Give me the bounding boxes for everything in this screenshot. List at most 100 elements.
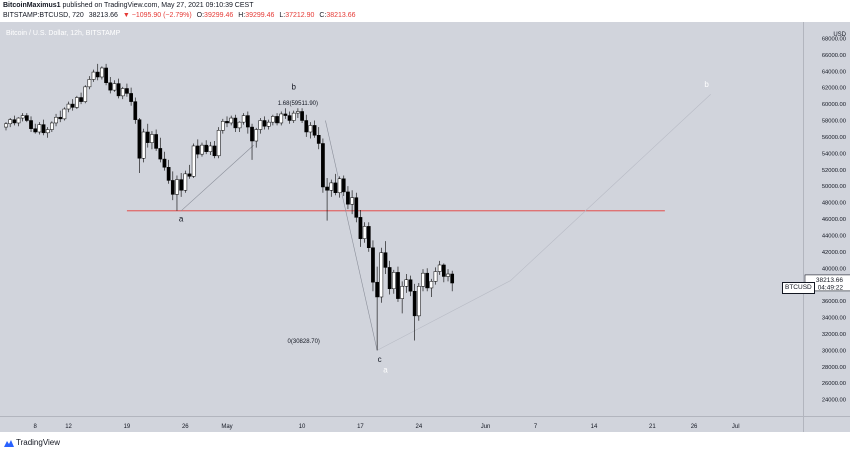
y-tick-label-0: 24000.00 [822,398,846,404]
projection-line-1 [510,94,711,281]
candle-body-34 [145,131,150,143]
candle-body-96 [404,279,409,287]
low-value: 37212.90 [285,12,315,19]
candle-body-28 [120,88,125,97]
candle-body-55 [233,117,238,129]
y-tick-label-10: 44000.00 [822,233,846,239]
open-value: 39299.46 [204,12,234,19]
y-tick-label-9: 42000.00 [822,250,846,256]
candle-body-4 [20,115,25,119]
candle-body-10 [45,129,50,134]
y-tick-label-22: 68000.00 [822,36,846,42]
candle-body-17 [75,97,79,108]
candle-body-100 [421,272,425,287]
price-axis[interactable]: USD 24000.00 26000.00 28000.00 30000.00 3200… [803,22,850,416]
candle-body-93 [391,272,396,290]
time-axis-labels: 8 12 19 26 May 10 17 24 Jun 7 14 21 26 Jul [34,424,740,430]
candle-body-31 [133,101,138,120]
x-tick-label-4: May [221,424,232,430]
x-tick-label-0: 8 [34,424,38,430]
candle-body-99 [416,286,421,317]
candle-body-27 [116,83,121,97]
time-axis[interactable]: 8 12 19 26 May 10 17 24 Jun 7 14 21 26 Jul [0,416,803,432]
y-tick-label-20: 64000.00 [822,69,846,75]
y-tick-label-3: 30000.00 [822,348,846,354]
candle-body-43 [183,173,188,191]
y-tick-label-5: 34000.00 [822,316,846,322]
candle-body-33 [141,131,146,159]
chart-watermark: Bitcoin / U.S. Dollar, 12h, BITSTAMP [6,30,121,37]
candle-body-98 [412,290,417,317]
candle-body-7 [33,128,38,133]
candle-body-11 [50,122,54,130]
candle-body-103 [433,271,438,282]
y-tick-label-17: 58000.00 [822,119,846,125]
candle-body-80 [337,178,342,193]
y-tick-label-12: 48000.00 [822,201,846,207]
high-value: 39299.46 [245,12,275,19]
candle-body-40 [170,180,175,195]
candle-body-13 [58,116,63,120]
y-tick-label-8: 40000.00 [822,266,846,272]
candle-body-62 [262,120,267,127]
candle-body-105 [442,264,446,277]
candle-body-24 [104,67,108,83]
candle-body-6 [29,120,33,129]
candle-body-21 [91,71,96,80]
candle-body-57 [241,115,246,123]
candle-body-54 [229,117,234,124]
candle-body-102 [429,281,434,289]
candle-body-30 [129,93,133,102]
candle-body-37 [158,148,163,160]
candle-body-9 [41,124,46,134]
candle-body-78 [329,182,334,191]
candlestick-chart: Bitcoin / U.S. Dollar, 12h, BITSTAMP a b 1… [4,30,711,374]
candle-body-72 [304,120,309,133]
candle-body-47 [200,144,204,155]
candle-body-101 [425,272,430,289]
fib-line-1 [325,120,378,351]
x-ticks: 8 12 19 26 May 10 17 24 Jun 7 14 21 26 Jul [34,424,740,430]
y-tick-label-2: 28000.00 [822,365,846,371]
candle-body-89 [375,281,379,298]
x-tick-label-10: 14 [591,424,598,430]
chart-plot-area[interactable]: Bitcoin / U.S. Dollar, 12h, BITSTAMP a b 1… [0,22,803,416]
y-tick-label-14: 52000.00 [822,168,846,174]
candle-body-45 [191,145,196,177]
candle-body-60 [254,129,259,142]
publish-info: published on TradingView.com, May 27, 20… [62,2,254,9]
candle-body-32 [137,119,142,159]
candle-body-77 [325,186,329,191]
candle-body-3 [16,117,21,124]
candle-body-56 [237,121,242,129]
y-tick-label-19: 62000.00 [822,86,846,92]
author-name[interactable]: BitcoinMaximus1 [3,2,61,9]
candle-body-95 [400,286,404,299]
tradingview-logo[interactable]: TradingView [4,438,60,447]
candle-body-16 [70,103,75,108]
wave-label-4: c [378,355,382,364]
projection-line-0 [376,280,511,351]
candle-body-29 [125,88,129,94]
candle-body-67 [283,113,288,116]
candle-body-52 [220,121,225,131]
price-tag-countdown: 04:49:22 [818,284,844,291]
candle-body-23 [100,67,104,78]
drawings-layer [126,94,711,351]
wave-label-1: b [292,82,297,91]
x-tick-label-2: 19 [124,424,131,430]
candle-body-51 [216,130,221,157]
candle-body-73 [308,125,313,133]
y-tick-label-13: 50000.00 [822,184,846,190]
y-tick-label-1: 26000.00 [822,381,846,387]
y-tick-label-16: 56000.00 [822,135,846,141]
candle-body-88 [371,247,375,283]
candle-body-85 [358,217,363,239]
chart-header: BitcoinMaximus1 published on TradingView… [0,0,850,22]
candle-body-39 [166,167,171,181]
candle-body-38 [162,158,167,168]
candles-layer [4,63,455,351]
candle-body-49 [208,145,213,152]
y-ticks: 24000.00 26000.00 28000.00 30000.00 32000.00… [822,36,846,403]
close-label: C: [319,12,327,19]
